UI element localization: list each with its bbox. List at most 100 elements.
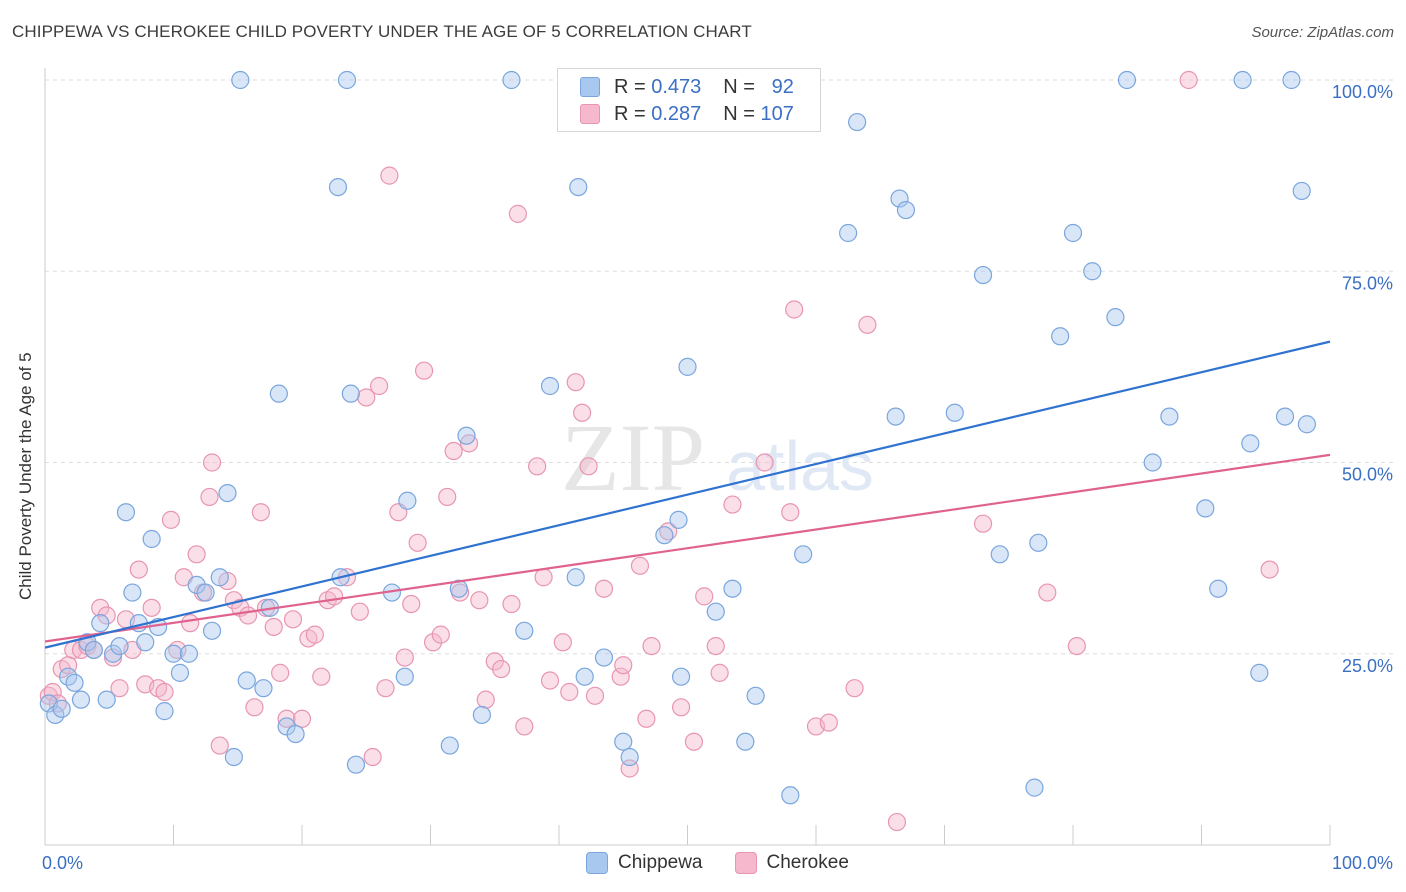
chippewa-legend-swatch xyxy=(586,852,608,874)
chippewa-point xyxy=(515,621,534,640)
legend-row-cherokee: R = 0.287 N = 107 xyxy=(580,101,794,127)
watermark-atlas: atlas xyxy=(726,427,874,505)
legend-item-chippewa: Chippewa xyxy=(586,852,703,874)
legend-item-cherokee: Cherokee xyxy=(734,852,849,874)
cherokee-point xyxy=(202,453,222,472)
chippewa-point xyxy=(1292,181,1311,201)
chippewa-point xyxy=(84,640,103,660)
cherokee-point xyxy=(502,594,521,614)
chippewa-point xyxy=(1083,262,1102,281)
cherokee-point xyxy=(1260,560,1279,579)
chippewa-point xyxy=(395,667,414,686)
cherokee-point xyxy=(238,606,258,625)
cherokee-point xyxy=(706,636,725,656)
cherokee-point xyxy=(305,625,324,644)
correlation-legend: R = 0.473 N = 92 R = 0.287 N = 107 xyxy=(557,68,821,132)
chippewa-point xyxy=(794,545,813,564)
chippewa-point xyxy=(1143,453,1162,472)
chippewa-n-value: 92 xyxy=(771,75,794,98)
chippewa-point xyxy=(990,545,1009,564)
cherokee-point xyxy=(887,812,907,832)
cherokee-point xyxy=(528,457,547,476)
cherokee-point xyxy=(129,560,148,579)
chippewa-r-label: R = xyxy=(614,75,646,98)
chippewa-point xyxy=(341,384,360,403)
chippewa-point xyxy=(337,70,357,90)
chippewa-point xyxy=(110,636,129,656)
chippewa-point xyxy=(848,112,867,132)
chippewa-point xyxy=(155,702,174,721)
chippewa-point xyxy=(123,583,142,602)
chippewa-point xyxy=(566,568,585,587)
watermark-zip: ZIP xyxy=(561,404,705,511)
cherokee-point xyxy=(181,614,200,633)
cherokee-point xyxy=(476,690,495,709)
cherokee-point xyxy=(515,717,534,736)
chippewa-point xyxy=(237,671,256,690)
cherokee-swatch xyxy=(580,104,600,124)
cherokee-point xyxy=(357,388,376,407)
chippewa-point xyxy=(945,403,964,422)
cherokee-point xyxy=(251,503,270,522)
chippewa-point xyxy=(655,526,674,545)
chippewa-point xyxy=(671,667,691,686)
cherokee-point xyxy=(973,514,993,533)
cherokee-point xyxy=(408,533,427,552)
cherokee-point xyxy=(630,556,650,575)
cherokee-point xyxy=(819,713,838,732)
cherokee-point xyxy=(414,361,434,380)
chippewa-point xyxy=(973,265,993,285)
chippewa-point xyxy=(346,755,366,774)
cherokee-point xyxy=(508,204,527,223)
chippewa-n-label: N = xyxy=(723,75,755,98)
chippewa-point xyxy=(1233,70,1252,90)
chippewa-point xyxy=(398,491,417,510)
chippewa-point xyxy=(179,644,199,663)
cherokee-point xyxy=(210,736,229,755)
chippewa-point xyxy=(746,686,765,705)
chippewa-point xyxy=(52,699,71,718)
cherokee-point xyxy=(325,587,344,606)
cherokee-point xyxy=(858,315,877,334)
cherokee-point xyxy=(1038,583,1057,602)
cherokee-point xyxy=(492,659,511,679)
cherokee-legend-label: Cherokee xyxy=(766,852,849,873)
cherokee-r-label: R = xyxy=(614,102,646,125)
chippewa-point xyxy=(286,724,305,744)
cherokee-point xyxy=(560,682,579,702)
cherokee-point xyxy=(470,591,489,610)
chippewa-trend-line xyxy=(44,340,1331,649)
cherokee-point xyxy=(200,487,219,507)
chippewa-point xyxy=(218,484,237,503)
cherokee-point xyxy=(1067,636,1086,656)
cherokee-point xyxy=(710,663,729,682)
chippewa-point xyxy=(1297,415,1316,434)
chippewa-point xyxy=(540,376,560,396)
chippewa-point xyxy=(142,529,161,549)
cherokee-point xyxy=(312,667,331,686)
cherokee-point xyxy=(292,709,312,728)
cherokee-point xyxy=(534,568,553,587)
cherokee-point xyxy=(755,453,774,472)
chippewa-point xyxy=(896,200,916,220)
cherokee-point xyxy=(245,698,264,717)
cherokee-point xyxy=(695,587,714,606)
chippewa-point xyxy=(706,602,725,621)
chippewa-point xyxy=(678,357,697,376)
chippewa-point xyxy=(1196,499,1215,518)
cherokee-point xyxy=(594,579,614,598)
series-legend: Chippewa Cherokee xyxy=(586,852,881,874)
legend-row-chippewa: R = 0.473 N = 92 xyxy=(580,74,794,100)
chippewa-swatch xyxy=(580,77,600,97)
y-tick-label: 75.0% xyxy=(1342,273,1393,293)
chippewa-point xyxy=(886,407,905,426)
cherokee-point xyxy=(142,598,161,617)
chippewa-point xyxy=(202,621,222,640)
cherokee-point xyxy=(43,682,62,702)
cherokee-point xyxy=(271,663,290,682)
cherokee-point xyxy=(380,166,399,185)
cherokee-point xyxy=(444,441,463,461)
chart-title: CHIPPEWA VS CHEROKEE CHILD POVERTY UNDER… xyxy=(12,22,752,41)
chippewa-point xyxy=(1025,778,1044,797)
chippewa-point xyxy=(502,70,521,90)
